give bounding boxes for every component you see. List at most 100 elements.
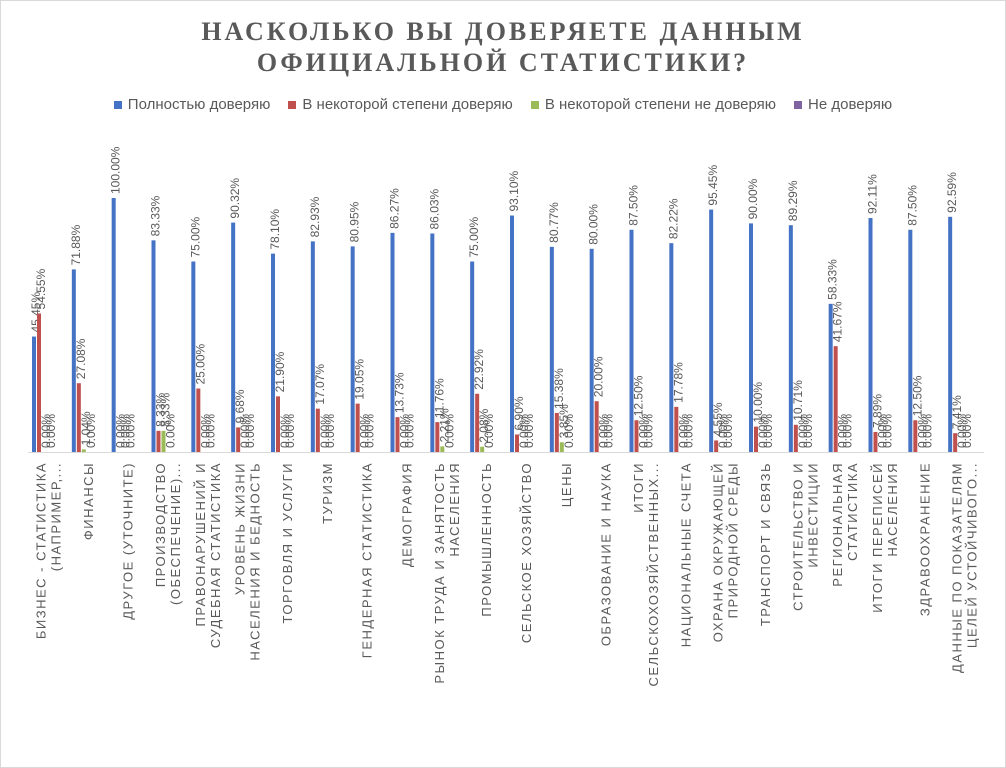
category-tick-label: ДАННЫЕ ПО ПОКАЗАТЕЛЯМЦЕЛЕЙ УСТОЙЧИВОГО..… [950,462,980,673]
data-label: 0.00% [44,414,58,448]
data-label: 15.38% [552,368,566,409]
data-label: 0.00% [278,414,292,448]
data-label: 21.90% [273,351,287,392]
data-label: 0.00% [203,414,217,448]
category-tick-label: ПРОМЫШЛЕННОСТЬ [479,462,494,617]
bar [549,246,554,452]
category-group: 45.45%54.55%0.00%0.00%БИЗНЕС - СТАТИСТИК… [29,268,63,639]
data-label: 0.00% [681,414,695,448]
data-label: 0.00% [796,414,810,448]
category-tick-label: ГЕНДЕРНАЯ СТАТИСТИКА [360,462,375,658]
bar [833,346,838,452]
data-label: 0.00% [602,414,616,448]
bar [310,241,315,452]
category-tick-line: ОХРАНА ОКРУЖАЮЩЕЙ [711,462,726,642]
bar [315,408,320,452]
bar [828,303,833,452]
bar [32,336,36,452]
category-tick-line: ДАННЫЕ ПО ПОКАЗАТЕЛЯМ [950,462,965,673]
category-tick-line: ИТОГИ ПЕРЕПИСЕЙ [870,462,885,613]
category-group: 86.27% 13.73%0.00%0.00% ДЕМОГРАФИЯ [388,188,417,567]
data-label: 93.10% [507,170,521,211]
category-tick-label: ИТОГИ ПЕРЕПИСЕЙНАСЕЛЕНИЯ [870,462,900,613]
category-tick-label: СТРОИТЕЛЬСТВО ИИНВЕСТИЦИИ [790,462,820,611]
category-tick-line: ИТОГИ [631,462,646,513]
category-tick-label: ЦЕНЫ [559,462,574,507]
bar [873,431,878,452]
bar [151,240,156,452]
category-group: 86.03% 11.76%2.21%0.00% РЫНОК ТРУДА И ЗАНЯ… [427,188,461,683]
category-tick-label: РЫНОК ТРУДА И ЗАНЯТОСТЬНАСЕЛЕНИЯ [432,462,462,684]
bar [754,426,758,452]
category-tick-label: ДЕМОГРАФИЯ [399,462,414,567]
bar [430,233,435,452]
bar [395,417,400,452]
bar [714,440,719,452]
data-label: 13.73% [393,372,407,413]
category-tick-line: ФИНАНСЫ [81,462,96,540]
category-group: 83.33% 8.33%8.33%0.00% ПРОИЗВОДСТВО(ОБЕСПЕ… [149,195,183,605]
category-tick-line: (ОБЕСПЕЧЕНИЕ)... [168,462,183,605]
bar [156,430,161,452]
category-group: 80.77% 15.38%3.85%0.00% ЦЕНЫ [547,202,576,507]
bar [788,225,793,452]
category-tick-label: ТРАНСПОРТ И СВЯЗЬ [758,462,773,626]
category-tick-line: НАСЕЛЕНИЯ [885,462,900,557]
category-tick-label: НАЦИОНАЛЬНЫЕ СЧЕТА [678,462,693,647]
data-label: 89.29% [786,180,800,221]
data-label: 1.04% [79,411,93,445]
data-label: 0.00% [442,414,456,448]
bar [948,216,953,452]
bar [37,313,41,452]
data-label: 0.00% [920,414,934,448]
bar [913,420,918,452]
legend-item-full-trust: Полностью доверяю [113,96,270,113]
data-label: 8.33% [154,392,168,426]
category-tick-label: ДРУГОЕ (УТОЧНИТЕ) [121,462,136,620]
bar [111,198,116,452]
data-label: 0.00% [841,414,855,448]
bar [196,388,201,452]
bar [669,243,674,452]
category-tick-label: РЕГИОНАЛЬНАЯСТАТИСТИКА [830,462,860,587]
bar [515,434,519,452]
chart-title: НАСКОЛЬКО ВЫ ДОВЕРЯЕТЕ ДАННЫМ ОФИЦИАЛЬНО… [0,16,1006,78]
bar [868,218,873,452]
bar [76,383,81,452]
data-label: 0.00% [522,414,536,448]
data-label: 83.33% [149,195,163,236]
legend-swatch-some-trust [288,100,297,109]
category-tick-label: СЕЛЬСКОЕ ХОЗЯЙСТВО [519,462,534,643]
data-label: 0.00% [124,414,138,448]
category-group: 71.88% 27.08% 1.04%0.00% ФИНАНСЫ [69,224,98,540]
category-group: 90.32% 9.68%0.00%0.00% УРОВЕНЬ ЖИЗНИНАСЕЛЕ… [228,178,262,661]
bar [510,215,514,452]
category-tick-label: ЗДРАВООХРАНЕНИЕ [917,462,932,616]
bar [749,223,753,452]
category-tick-line: ПРОМЫШЛЕННОСТЬ [479,462,494,617]
category-tick-line: РЫНОК ТРУДА И ЗАНЯТОСТЬ [432,462,447,684]
data-label: 2.08% [477,408,491,442]
chart-title-line-1: НАСКОЛЬКО ВЫ ДОВЕРЯЕТЕ ДАННЫМ [201,17,805,46]
data-label: 0.00% [482,414,496,448]
category-group: 80.00% 20.00% 0.00%0.00% ОБРАЗОВАНИЕ И НАУК… [587,204,616,646]
data-label: 0.00% [756,414,770,448]
category-group: 95.45% 4.55%0.00%0.00% ОХРАНА ОКРУЖАЮЩЕЙПР… [706,165,740,643]
legend-swatch-no-trust [794,100,803,109]
data-label: 95.45% [706,165,720,206]
category-tick-line: НАСЕЛЕНИЯ [447,462,462,557]
data-label: 0.00% [637,414,651,448]
category-group: 100.00% 0.00%0.00%0.00% ДРУГОЕ (УТОЧНИТЕ) [109,146,138,619]
bar [634,420,639,452]
legend-label-no-trust: Не доверяю [808,96,893,113]
data-label: 0.00% [876,414,890,448]
category-tick-label: ТОРГОВЛЯ И УСЛУГИ [280,462,295,623]
category-tick-line: ТОРГОВЛЯ И УСЛУГИ [280,462,295,623]
data-label: 54.55% [34,268,48,309]
legend-swatch-full-trust [113,100,122,109]
data-label: 8.33% [159,392,173,426]
legend-swatch-some-distrust [530,100,539,109]
bar [81,449,86,452]
category-tick-line: СТАТИСТИКА [845,462,860,561]
data-label: 9.68% [233,389,247,423]
